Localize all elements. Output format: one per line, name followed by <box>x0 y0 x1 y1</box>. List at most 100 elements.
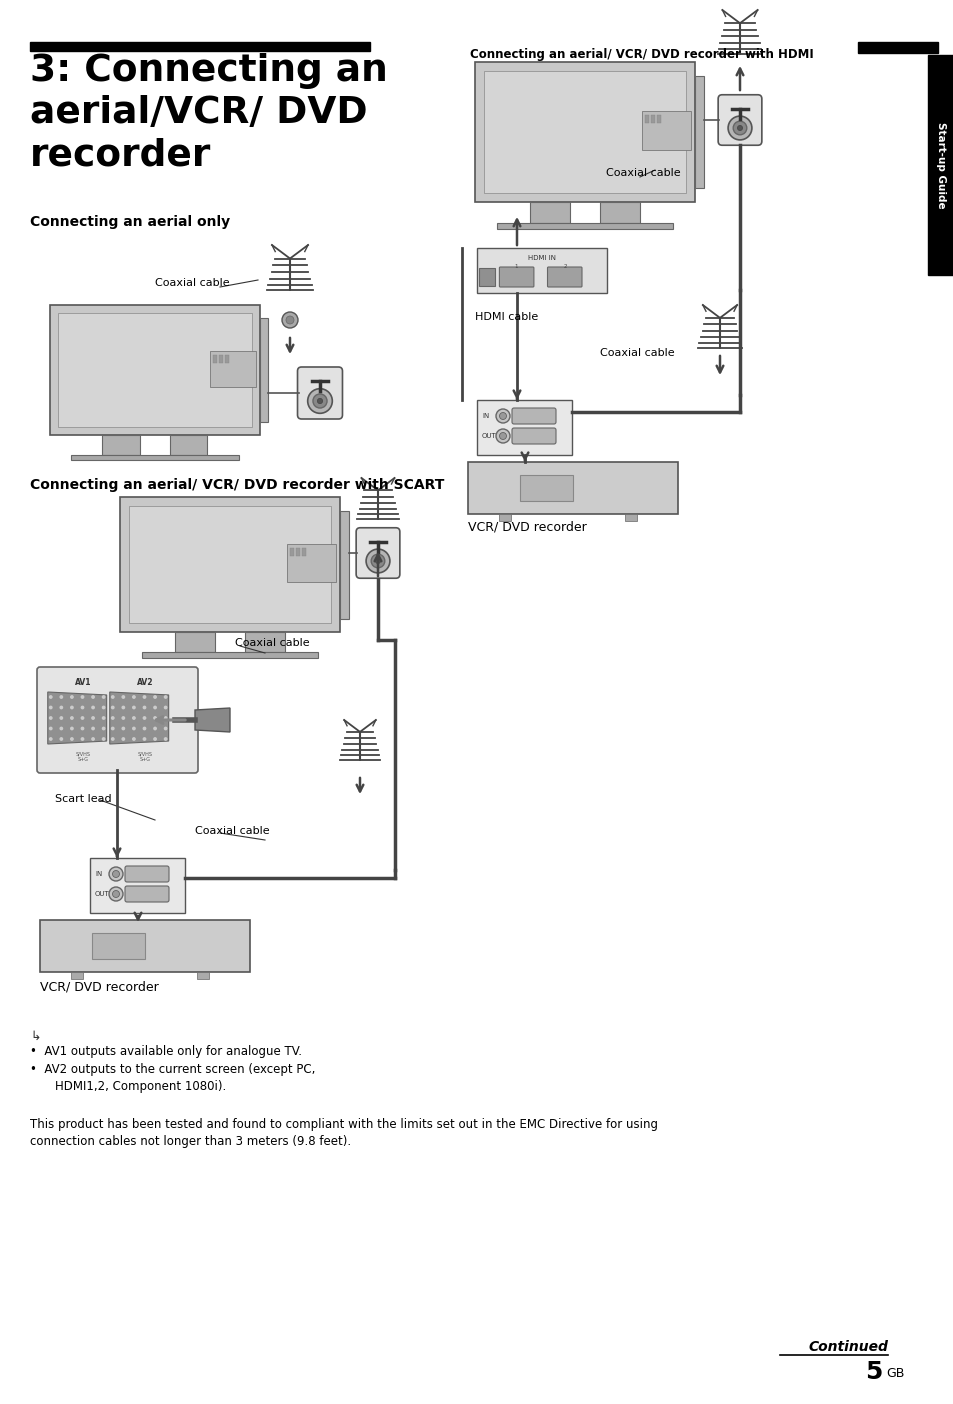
Bar <box>295 548 300 556</box>
Circle shape <box>122 737 125 740</box>
FancyBboxPatch shape <box>476 249 606 293</box>
Circle shape <box>132 706 135 709</box>
Circle shape <box>143 706 146 709</box>
Text: aerial/VCR/ DVD: aerial/VCR/ DVD <box>30 95 367 131</box>
Text: HDMI IN: HDMI IN <box>527 256 556 261</box>
Circle shape <box>371 555 384 567</box>
Circle shape <box>164 717 167 719</box>
Circle shape <box>164 706 167 709</box>
Circle shape <box>112 890 119 897</box>
FancyBboxPatch shape <box>92 934 145 959</box>
Text: recorder: recorder <box>30 138 212 173</box>
Text: connection cables not longer than 3 meters (9.8 feet).: connection cables not longer than 3 mete… <box>30 1134 351 1148</box>
Circle shape <box>109 887 123 901</box>
Circle shape <box>153 717 156 719</box>
Circle shape <box>81 727 84 730</box>
Circle shape <box>375 559 380 563</box>
Circle shape <box>164 696 167 698</box>
Text: 3: Connecting an: 3: Connecting an <box>30 53 387 88</box>
Circle shape <box>91 737 94 740</box>
FancyBboxPatch shape <box>468 462 678 514</box>
Text: Connecting an aerial only: Connecting an aerial only <box>30 215 230 229</box>
Circle shape <box>153 727 156 730</box>
FancyBboxPatch shape <box>512 409 556 424</box>
Bar <box>641 111 690 150</box>
Circle shape <box>71 727 73 730</box>
Circle shape <box>132 737 135 740</box>
FancyBboxPatch shape <box>475 62 695 202</box>
Circle shape <box>737 125 741 131</box>
Text: OUT: OUT <box>481 432 497 439</box>
FancyBboxPatch shape <box>718 94 761 145</box>
Polygon shape <box>110 692 169 744</box>
Text: Coaxial cable: Coaxial cable <box>599 348 674 358</box>
Text: 1: 1 <box>514 264 517 270</box>
Bar <box>58 313 252 427</box>
FancyBboxPatch shape <box>476 400 572 455</box>
Circle shape <box>91 717 94 719</box>
Text: Scart lead: Scart lead <box>55 795 112 804</box>
Circle shape <box>102 696 105 698</box>
Circle shape <box>112 870 119 878</box>
Bar <box>197 972 210 979</box>
FancyBboxPatch shape <box>40 920 250 972</box>
FancyBboxPatch shape <box>125 866 169 882</box>
Circle shape <box>60 706 63 709</box>
Bar <box>71 455 239 459</box>
Circle shape <box>317 399 322 403</box>
Bar <box>30 42 370 51</box>
Bar <box>260 317 268 423</box>
FancyBboxPatch shape <box>50 305 260 435</box>
Text: OUT: OUT <box>95 892 110 897</box>
Circle shape <box>102 727 105 730</box>
Circle shape <box>143 737 146 740</box>
Circle shape <box>143 717 146 719</box>
Circle shape <box>81 696 84 698</box>
Circle shape <box>366 549 390 573</box>
Circle shape <box>313 395 327 409</box>
Text: This product has been tested and found to compliant with the limits set out in t: This product has been tested and found t… <box>30 1118 658 1132</box>
Circle shape <box>153 737 156 740</box>
Text: AV2: AV2 <box>137 678 153 687</box>
Circle shape <box>496 409 510 423</box>
Text: 5: 5 <box>863 1360 882 1384</box>
FancyBboxPatch shape <box>520 475 573 501</box>
FancyBboxPatch shape <box>498 267 534 286</box>
Bar <box>290 548 294 556</box>
Circle shape <box>71 737 73 740</box>
FancyBboxPatch shape <box>297 366 342 418</box>
Circle shape <box>50 717 51 719</box>
Bar <box>530 202 569 223</box>
Circle shape <box>60 737 63 740</box>
Circle shape <box>60 727 63 730</box>
Text: Connecting an aerial/ VCR/ DVD recorder with HDMI: Connecting an aerial/ VCR/ DVD recorder … <box>470 48 813 60</box>
Text: AV1: AV1 <box>75 678 91 687</box>
Circle shape <box>112 696 113 698</box>
Bar <box>71 972 84 979</box>
Circle shape <box>50 696 51 698</box>
Bar <box>339 511 349 619</box>
Bar <box>302 548 306 556</box>
Bar <box>625 514 637 521</box>
Text: HDMI1,2, Component 1080i).: HDMI1,2, Component 1080i). <box>55 1080 226 1092</box>
Circle shape <box>122 717 125 719</box>
Circle shape <box>60 717 63 719</box>
Circle shape <box>81 706 84 709</box>
FancyBboxPatch shape <box>355 528 399 578</box>
Bar <box>102 435 140 455</box>
Circle shape <box>112 727 113 730</box>
Bar <box>224 354 229 362</box>
FancyBboxPatch shape <box>37 667 198 774</box>
Text: VCR/ DVD recorder: VCR/ DVD recorder <box>468 519 586 534</box>
Bar <box>695 76 703 188</box>
Circle shape <box>122 706 125 709</box>
Circle shape <box>91 727 94 730</box>
Circle shape <box>164 727 167 730</box>
FancyBboxPatch shape <box>478 268 494 286</box>
FancyBboxPatch shape <box>120 497 339 632</box>
Circle shape <box>122 696 125 698</box>
Circle shape <box>143 696 146 698</box>
Bar <box>245 632 285 653</box>
Circle shape <box>102 706 105 709</box>
Bar <box>927 55 953 275</box>
